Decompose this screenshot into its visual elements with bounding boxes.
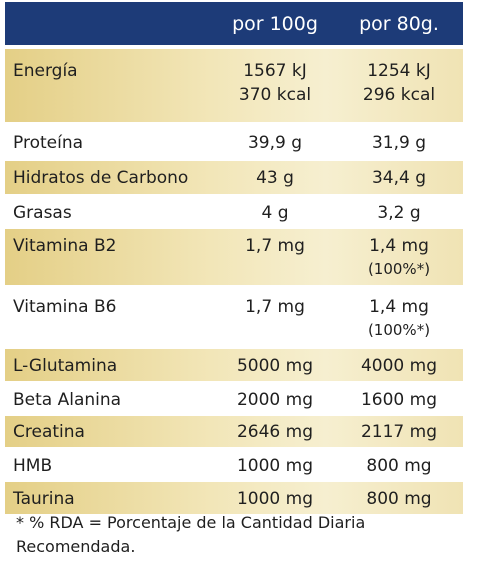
value-kcal: 296 kcal [362,85,436,105]
value-per-100g: 1000 mg [236,456,314,476]
row-label: Taurina [13,489,75,509]
table-row-energia: Energía 1567 kJ 370 kcal 1254 kJ 296 kca… [5,49,463,124]
table-row-l-glutamina: L-Glutamina 5000 mg 4000 mg [5,349,463,383]
value-per-100g: 2000 mg [236,390,314,410]
row-label: Creatina [13,422,85,442]
row-label: Grasas [13,203,72,223]
value-per-100g: 5000 mg [236,356,314,376]
value-amount: 1,4 mg [369,236,429,256]
value-kcal: 370 kcal [238,85,312,105]
value-per-80g: 1254 kJ 296 kcal [335,59,463,107]
value-per-100g: 2646 mg [236,422,314,442]
table-row-hmb: HMB 1000 mg 800 mg [5,449,463,482]
value-per-100g: 1000 mg [236,489,314,509]
value-per-80g: 1,4 mg (100%*) [335,234,463,280]
header-per-100g: por 100g [232,12,318,35]
value-per-80g: 3,2 g [377,203,421,223]
table-row-vitamina-b2: Vitamina B2 1,7 mg 1,4 mg (100%*) [5,229,463,287]
row-label: HMB [13,456,53,476]
row-label: Energía [13,61,78,81]
value-per-100g: 1567 kJ 370 kcal [215,59,335,107]
table-row-beta-alanina: Beta Alanina 2000 mg 1600 mg [5,383,463,416]
header-per-80g: por 80g. [359,12,439,35]
table-row-hidratos: Hidratos de Carbono 43 g 34,4 g [5,161,463,196]
value-per-100g: 4 g [261,203,289,223]
value-per-80g: 4000 mg [360,356,438,376]
row-label: Hidratos de Carbono [13,168,189,188]
value-amount: 1,4 mg [369,297,429,317]
table-row-creatina: Creatina 2646 mg 2117 mg [5,416,463,449]
table-row-taurina: Taurina 1000 mg 800 mg [5,482,463,516]
footnote-line-2: Recomendada. [16,537,136,556]
table-row-grasas: Grasas 4 g 3,2 g [5,196,463,229]
row-label: Vitamina B2 [13,236,117,256]
value-per-100g: 43 g [256,168,294,188]
nutrition-table: por 100g por 80g. Energía 1567 kJ 370 kc… [5,2,463,516]
rda-footnote: * % RDA = Porcentaje de la Cantidad Diar… [16,511,476,559]
value-per-100g: 39,9 g [247,133,303,153]
value-per-100g: 1,7 mg [245,297,305,317]
value-per-80g: 34,4 g [371,168,427,188]
value-per-80g: 2117 mg [360,422,438,442]
table-row-proteina: Proteína 39,9 g 31,9 g [5,124,463,161]
value-kj: 1254 kJ [367,61,431,81]
value-rda-percent: (100%*) [367,260,431,278]
value-per-80g: 1600 mg [360,390,438,410]
table-row-vitamina-b6: Vitamina B6 1,7 mg 1,4 mg (100%*) [5,287,463,349]
value-rda-percent: (100%*) [367,321,431,339]
footnote-line-1: * % RDA = Porcentaje de la Cantidad Diar… [16,513,366,532]
value-kj: 1567 kJ [243,61,307,81]
value-per-80g: 1,4 mg (100%*) [335,295,463,341]
value-per-100g: 1,7 mg [245,236,305,256]
value-per-80g: 31,9 g [371,133,427,153]
value-per-80g: 800 mg [366,489,432,509]
value-per-80g: 800 mg [366,456,432,476]
row-label: L-Glutamina [13,356,118,376]
table-header-row: por 100g por 80g. [5,2,463,49]
row-label: Beta Alanina [13,390,122,410]
row-label: Vitamina B6 [13,297,117,317]
row-label: Proteína [13,133,84,153]
